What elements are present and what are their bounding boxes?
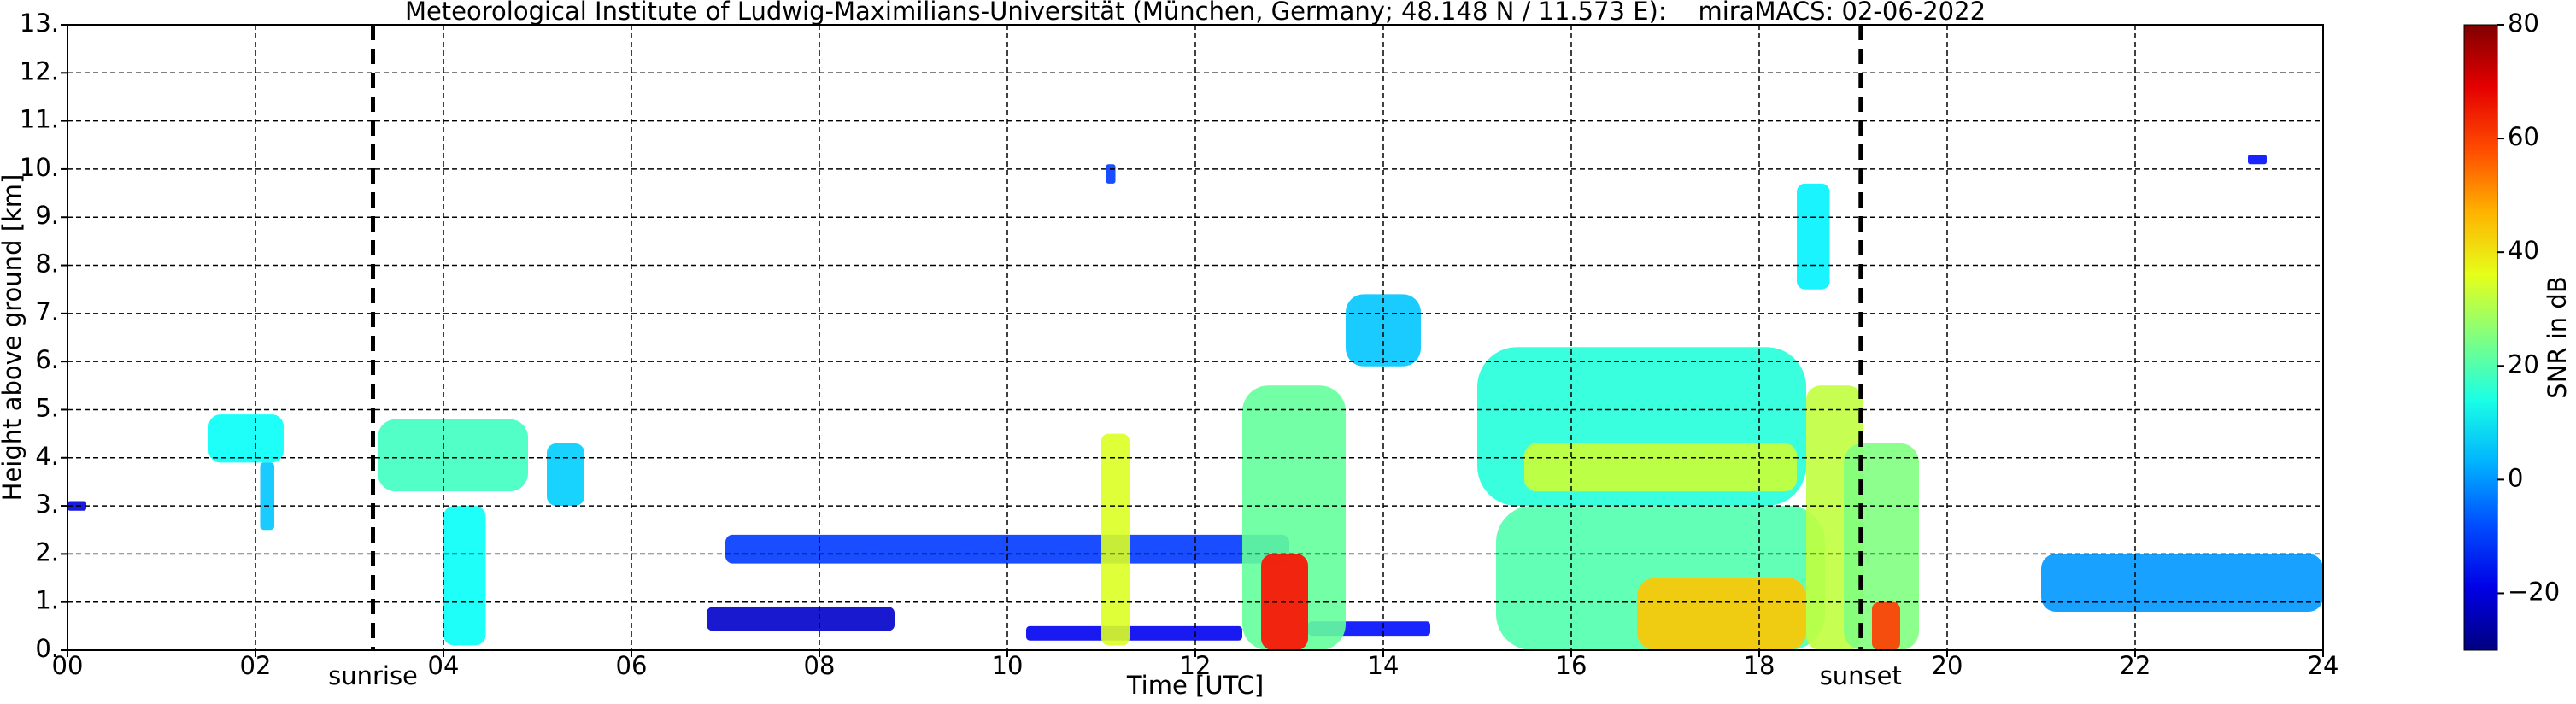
y-tick-label: 11.: [20, 105, 59, 134]
y-tick-label: 1.: [35, 586, 59, 615]
echo: [1872, 601, 1900, 650]
x-axis-label: Time [UTC]: [1126, 671, 1264, 700]
echo: [707, 607, 895, 631]
x-tick-label: 06: [616, 651, 648, 680]
echo: [1346, 294, 1421, 367]
x-tick-label: 14: [1368, 651, 1399, 680]
colorbar: [2463, 24, 2498, 651]
echo: [1844, 443, 1919, 650]
y-tick-label: 3.: [35, 490, 59, 519]
y-tick-label: 10.: [20, 153, 59, 182]
echo: [547, 443, 584, 507]
colorbar-tick-label: −20: [2508, 577, 2560, 606]
x-tick-label: 00: [52, 651, 84, 680]
echo: [2041, 554, 2323, 612]
colorbar-tick-label: 20: [2508, 349, 2539, 378]
echo: [1106, 164, 1116, 184]
echo: [443, 506, 486, 646]
marker-label: sunset: [1820, 661, 1902, 690]
x-tick-label: 02: [240, 651, 272, 680]
y-tick-label: 5.: [35, 393, 59, 422]
y-tick-label: 6.: [35, 345, 59, 374]
x-tick-label: 04: [428, 651, 460, 680]
chart-title: Meteorological Institute of Ludwig-Maxim…: [405, 0, 1986, 26]
y-tick-label: 0.: [35, 634, 59, 663]
x-tick-label: 08: [804, 651, 836, 680]
echo: [1637, 578, 1806, 650]
echo: [1101, 433, 1130, 646]
y-tick-label: 12.: [20, 56, 59, 85]
echo: [260, 462, 274, 531]
echo: [2248, 155, 2267, 165]
y-tick-label: 7.: [35, 297, 59, 326]
x-tick-label: 18: [1744, 651, 1775, 680]
y-tick-label: 13.: [20, 9, 59, 38]
marker-label: sunrise: [328, 661, 418, 690]
x-tick-label: 10: [992, 651, 1024, 680]
x-tick-label: 22: [2120, 651, 2151, 680]
colorbar-label: SNR in dB: [2543, 276, 2572, 398]
echo: [1797, 183, 1830, 290]
plot-frame: [67, 24, 2324, 651]
colorbar-tick-label: 80: [2508, 9, 2539, 38]
colorbar-tick-label: 0: [2508, 463, 2523, 492]
echo: [1524, 443, 1797, 492]
x-tick-label: 24: [2308, 651, 2339, 680]
echo: [1026, 625, 1242, 641]
x-tick-label: 12: [1180, 651, 1212, 680]
y-tick-label: 9.: [35, 201, 59, 230]
x-tick-label: 20: [1932, 651, 1963, 680]
y-tick-label: 4.: [35, 442, 59, 471]
y-tick-label: 2.: [35, 537, 59, 566]
colorbar-tick-label: 40: [2508, 236, 2539, 265]
echo: [378, 419, 528, 492]
echo: [208, 414, 284, 463]
y-axis-label: Height above ground [km]: [0, 174, 26, 502]
y-tick-label: 8.: [35, 249, 59, 279]
x-tick-label: 16: [1556, 651, 1587, 680]
colorbar-tick-label: 60: [2508, 122, 2539, 151]
